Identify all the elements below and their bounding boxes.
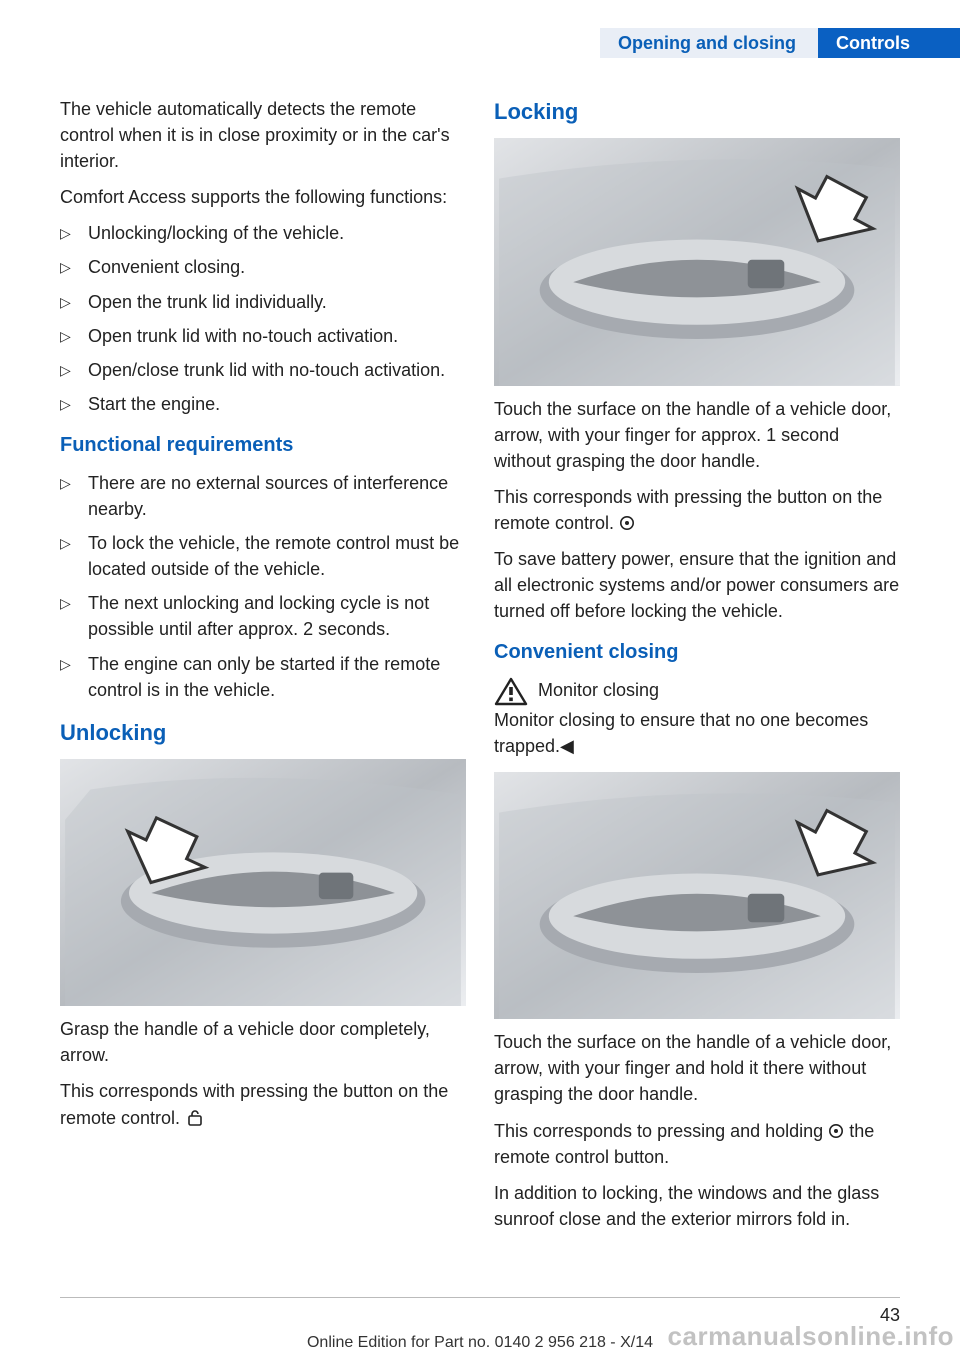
bullet-icon: ▷ (60, 323, 88, 349)
intro-paragraph-2: Comfort Access supports the following fu… (60, 184, 466, 210)
heading-unlocking: Unlocking (60, 717, 466, 749)
heading-convenient-closing: Convenient closing (494, 638, 900, 667)
list-item: ▷Unlocking/locking of the vehicle. (60, 220, 466, 246)
list-item-text: Convenient closing. (88, 254, 466, 280)
convenient-paragraph-3: In addition to locking, the windows and … (494, 1180, 900, 1232)
list-item-text: To lock the vehicle, the remote control … (88, 530, 466, 582)
warning-title: Monitor closing (538, 677, 900, 703)
bullet-icon: ▷ (60, 530, 88, 582)
list-item-text: Open trunk lid with no-touch activation. (88, 323, 466, 349)
footer-divider (60, 1297, 900, 1298)
remote-unlock-icon (185, 1110, 205, 1126)
list-item-text: Unlocking/locking of the vehicle. (88, 220, 466, 246)
door-handle-illustration (494, 772, 900, 1020)
list-item-text: Start the engine. (88, 391, 466, 417)
content-columns: The vehicle automatically detects the re… (60, 96, 900, 1242)
unlocking-paragraph-1: Grasp the handle of a vehicle door compl… (60, 1016, 466, 1068)
remote-lock-icon (619, 515, 635, 531)
door-handle-illustration (494, 138, 900, 386)
warning-box: Monitor closing Monitor closing to ensur… (494, 677, 900, 759)
right-column: Locking (494, 96, 900, 1242)
bullet-icon: ▷ (60, 651, 88, 703)
functions-list: ▷Unlocking/locking of the vehicle.▷Conve… (60, 220, 466, 417)
list-item-text: Open the trunk lid individually. (88, 289, 466, 315)
list-item: ▷The engine can only be started if the r… (60, 651, 466, 703)
convenient-paragraph-2a: This corresponds to pressing and holding (494, 1121, 828, 1141)
figure-unlocking (60, 759, 466, 1007)
intro-paragraph-1: The vehicle automatically detects the re… (60, 96, 466, 174)
remote-lock-icon (828, 1123, 844, 1139)
unlocking-paragraph-2: This corresponds with pressing the butto… (60, 1078, 466, 1130)
figure-locking (494, 138, 900, 386)
page: Opening and closing Controls The vehicle… (0, 0, 960, 1362)
list-item-text: The next unlocking and locking cycle is … (88, 590, 466, 642)
convenient-paragraph-2: This corresponds to pressing and holding… (494, 1118, 900, 1170)
list-item: ▷Open/close trunk lid with no-touch acti… (60, 357, 466, 383)
bullet-icon: ▷ (60, 357, 88, 383)
door-handle-illustration (60, 759, 466, 1007)
locking-paragraph-2-text: This corresponds with pressing the butto… (494, 487, 882, 533)
watermark: carmanualsonline.info (668, 1318, 954, 1356)
left-column: The vehicle automatically detects the re… (60, 96, 466, 1242)
figure-convenient-closing (494, 772, 900, 1020)
list-item-text: Open/close trunk lid with no-touch activ… (88, 357, 466, 383)
requirements-list: ▷There are no external sources of interf… (60, 470, 466, 703)
heading-functional-requirements: Functional requirements (60, 431, 466, 460)
bullet-icon: ▷ (60, 220, 88, 246)
warning-icon (494, 677, 528, 707)
list-item-text: The engine can only be started if the re… (88, 651, 466, 703)
bullet-icon: ▷ (60, 289, 88, 315)
locking-paragraph-2: This corresponds with pressing the butto… (494, 484, 900, 536)
bullet-icon: ▷ (60, 590, 88, 642)
list-item: ▷Open trunk lid with no-touch activation… (60, 323, 466, 349)
bullet-icon: ▷ (60, 391, 88, 417)
locking-paragraph-3: To save battery power, ensure that the i… (494, 546, 900, 624)
breadcrumb-section: Opening and closing (600, 28, 818, 58)
convenient-paragraph-1: Touch the surface on the handle of a veh… (494, 1029, 900, 1107)
list-item: ▷There are no external sources of interf… (60, 470, 466, 522)
unlocking-paragraph-2-text: This corresponds with pressing the butto… (60, 1081, 448, 1127)
header-breadcrumb: Opening and closing Controls (600, 28, 960, 58)
list-item: ▷The next unlocking and locking cycle is… (60, 590, 466, 642)
list-item: ▷To lock the vehicle, the remote control… (60, 530, 466, 582)
breadcrumb-chapter: Controls (818, 28, 960, 58)
bullet-icon: ▷ (60, 254, 88, 280)
list-item-text: There are no external sources of interfe… (88, 470, 466, 522)
heading-locking: Locking (494, 96, 900, 128)
locking-paragraph-1: Touch the surface on the handle of a veh… (494, 396, 900, 474)
warning-body: Monitor closing to ensure that no one be… (494, 707, 900, 759)
bullet-icon: ▷ (60, 470, 88, 522)
list-item: ▷Open the trunk lid individually. (60, 289, 466, 315)
list-item: ▷Convenient closing. (60, 254, 466, 280)
list-item: ▷Start the engine. (60, 391, 466, 417)
